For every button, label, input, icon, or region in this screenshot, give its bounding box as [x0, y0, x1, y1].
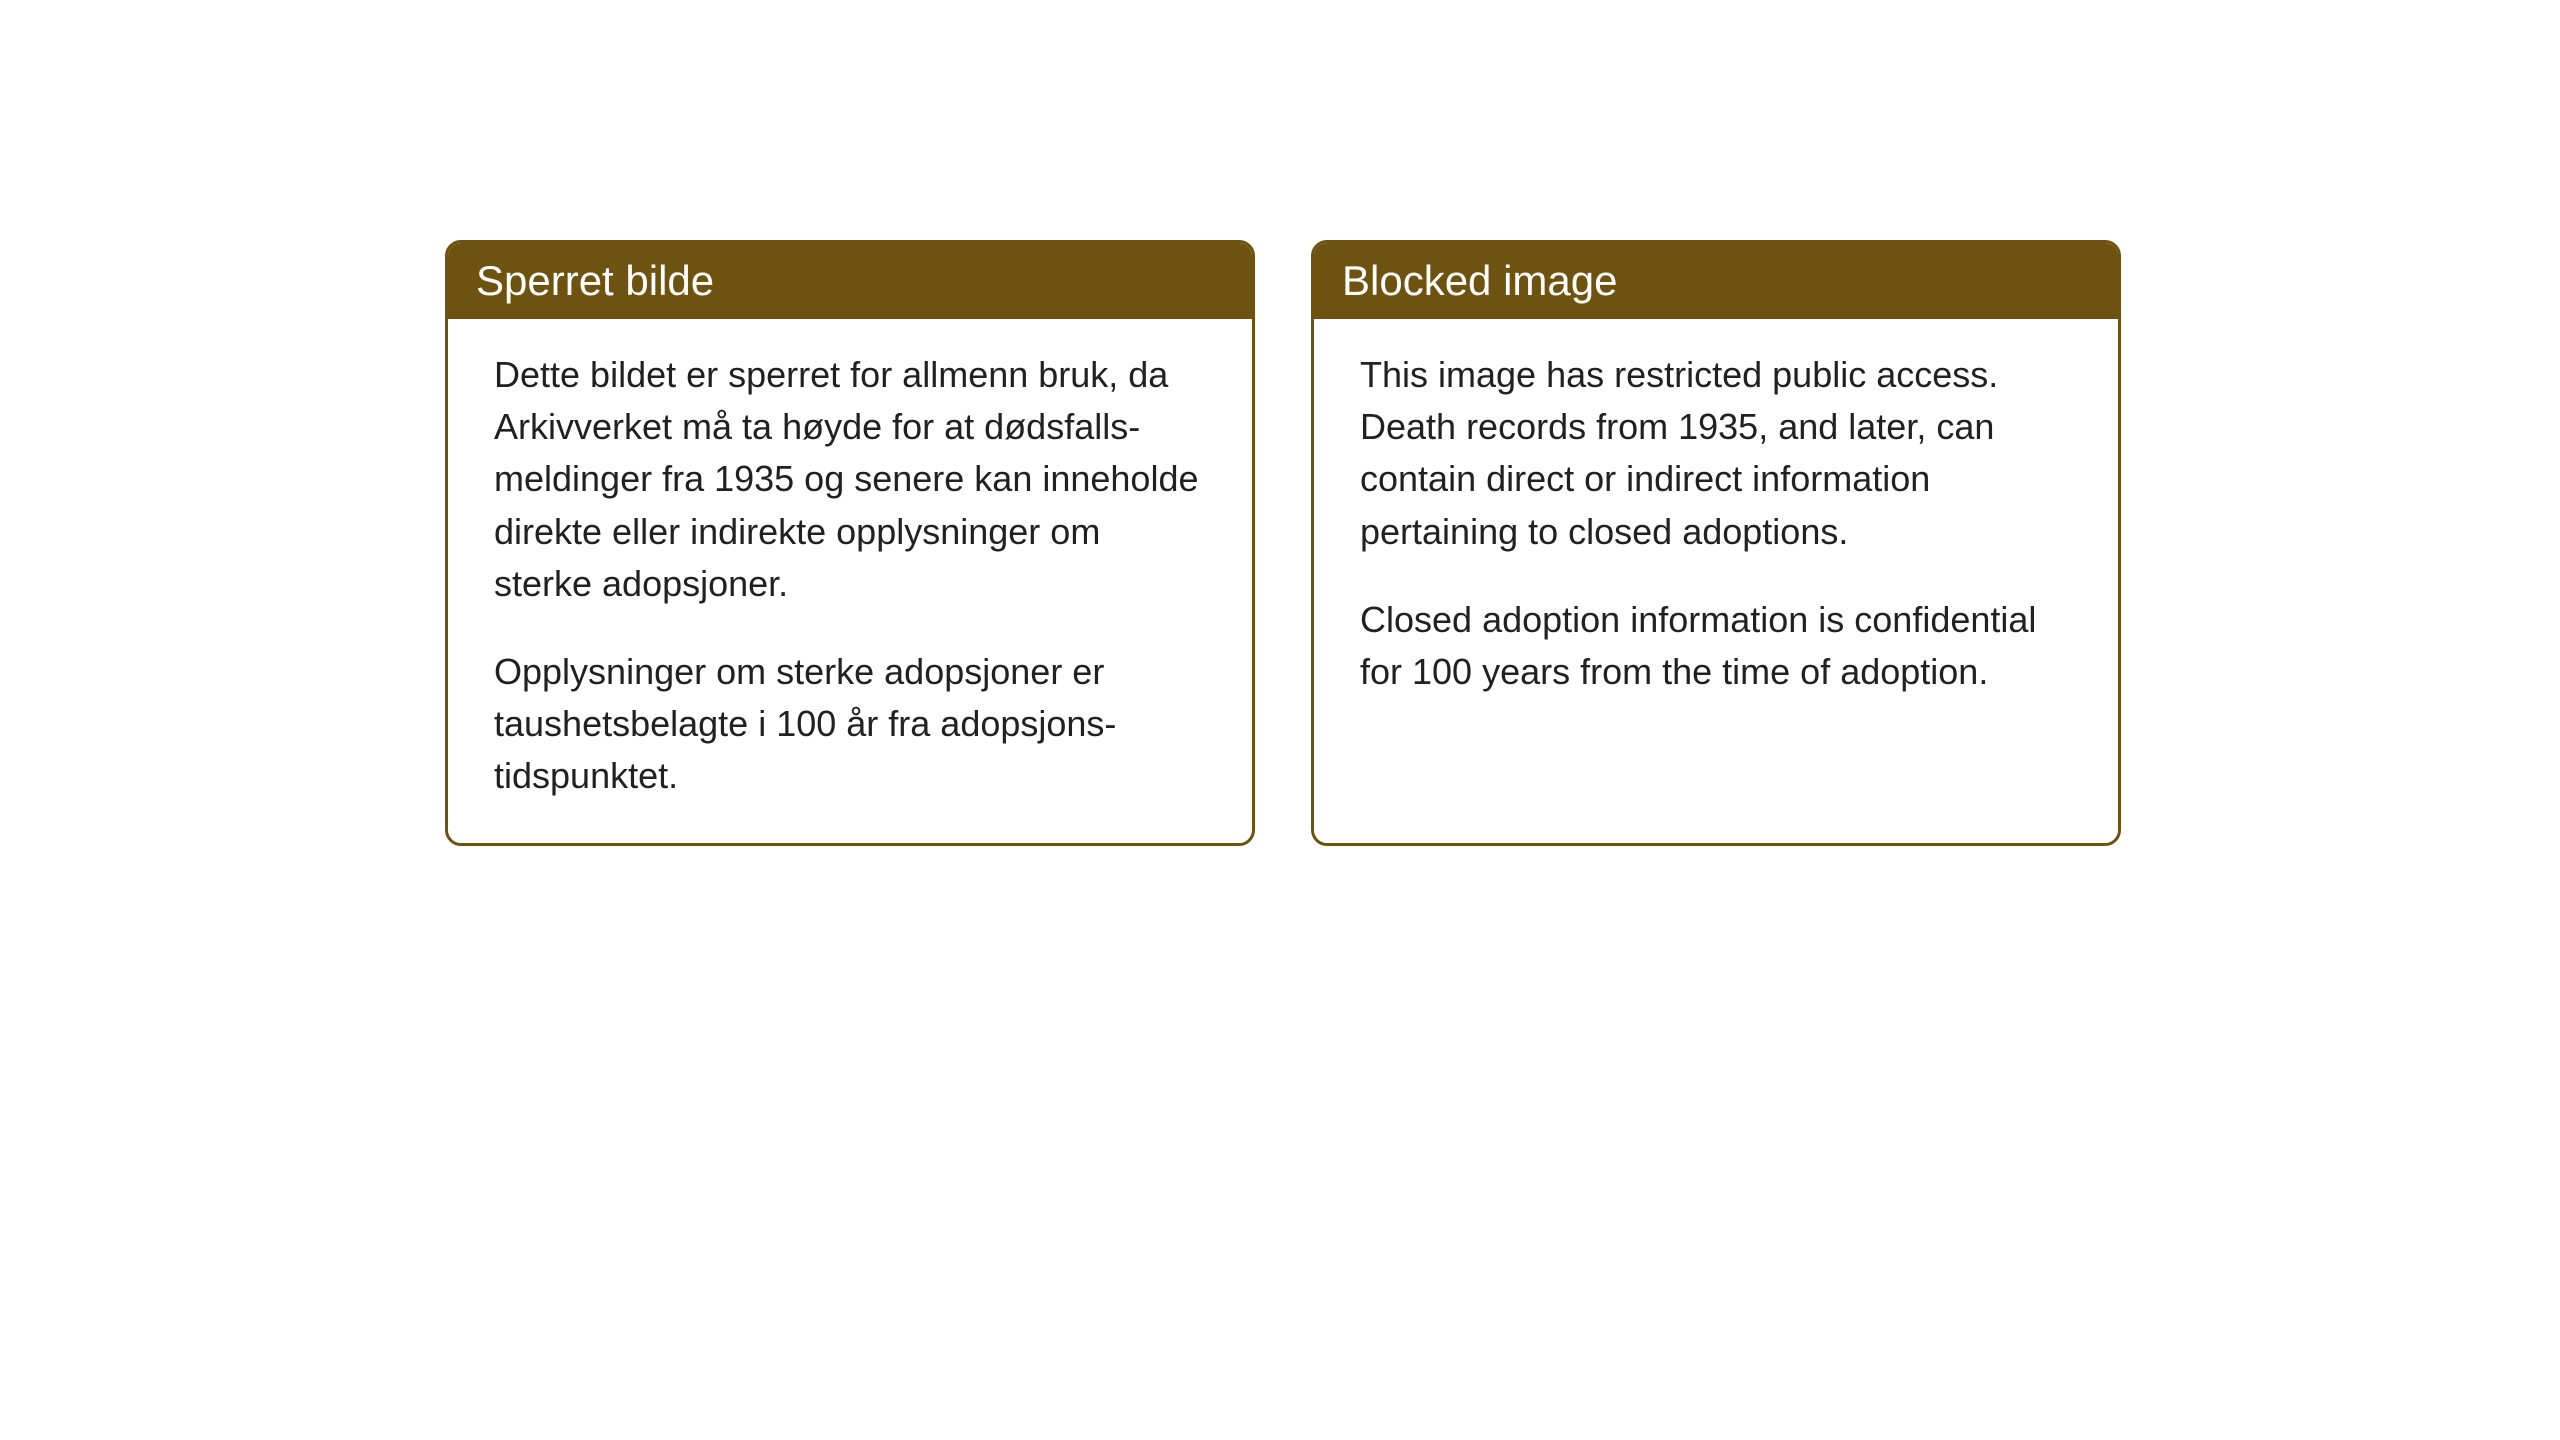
paragraph-2-english: Closed adoption information is confident…	[1360, 594, 2072, 698]
card-title-english: Blocked image	[1342, 257, 1617, 304]
notice-card-english: Blocked image This image has restricted …	[1311, 240, 2121, 846]
paragraph-2-norwegian: Opplysninger om sterke adopsjoner er tau…	[494, 646, 1206, 803]
notice-container: Sperret bilde Dette bildet er sperret fo…	[445, 240, 2121, 846]
card-header-norwegian: Sperret bilde	[448, 243, 1252, 319]
card-body-english: This image has restricted public access.…	[1314, 319, 2118, 738]
paragraph-1-english: This image has restricted public access.…	[1360, 349, 2072, 558]
card-header-english: Blocked image	[1314, 243, 2118, 319]
notice-card-norwegian: Sperret bilde Dette bildet er sperret fo…	[445, 240, 1255, 846]
card-title-norwegian: Sperret bilde	[476, 257, 714, 304]
card-body-norwegian: Dette bildet er sperret for allmenn bruk…	[448, 319, 1252, 843]
paragraph-1-norwegian: Dette bildet er sperret for allmenn bruk…	[494, 349, 1206, 610]
